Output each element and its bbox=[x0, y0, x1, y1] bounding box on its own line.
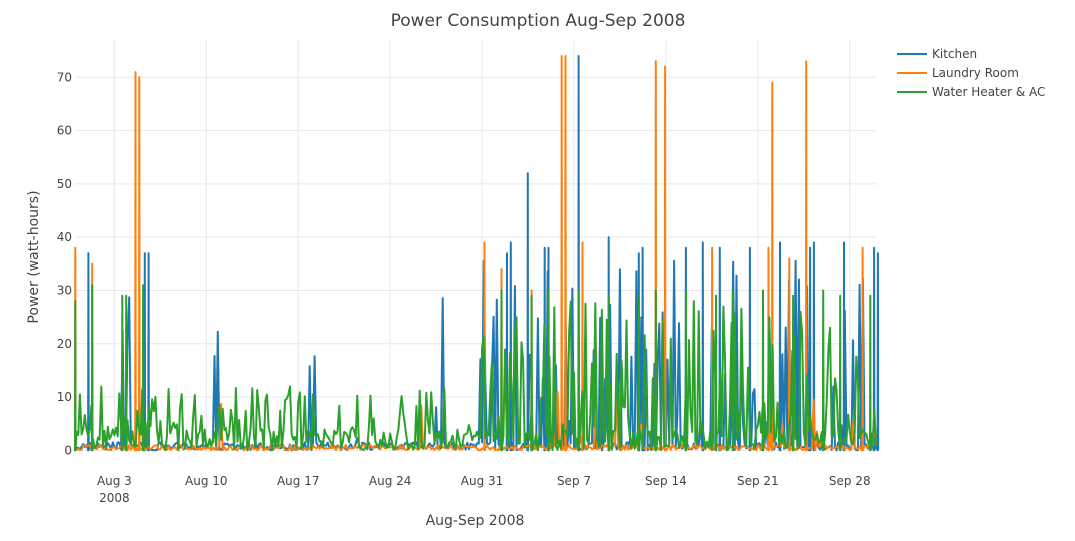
x-tick-label: Sep 7 bbox=[557, 474, 591, 488]
chart-title: Power Consumption Aug-Sep 2008 bbox=[391, 11, 686, 31]
y-tick-label: 70 bbox=[57, 70, 72, 84]
x-tick-label: Aug 10 bbox=[185, 474, 228, 488]
x-tick-label: Sep 14 bbox=[645, 474, 687, 488]
y-axis-title: Power (watt-hours) bbox=[26, 190, 42, 323]
series-water-heater-ac bbox=[74, 284, 877, 452]
x-tick-label: Aug 3 bbox=[97, 474, 132, 488]
x-tick-label: Aug 31 bbox=[461, 474, 504, 488]
y-axis: 0 10 20 30 40 50 60 70 bbox=[57, 70, 72, 457]
series-laundry-room bbox=[74, 55, 877, 452]
legend-label: Kitchen bbox=[932, 47, 977, 61]
plot-area bbox=[74, 55, 880, 452]
x-axis-title: Aug-Sep 2008 bbox=[426, 513, 525, 529]
series-line bbox=[74, 55, 877, 452]
x-tick-label: Aug 17 bbox=[277, 474, 320, 488]
x-tick-label: Sep 28 bbox=[829, 474, 871, 488]
y-tick-label: 50 bbox=[57, 177, 72, 191]
y-tick-label: 20 bbox=[57, 337, 72, 351]
x-tick-label: Aug 24 bbox=[369, 474, 412, 488]
series-line bbox=[74, 284, 877, 452]
y-tick-label: 30 bbox=[57, 283, 72, 297]
x-tick-label: Sep 21 bbox=[737, 474, 779, 488]
y-tick-label: 60 bbox=[57, 124, 72, 138]
legend-label: Water Heater & AC bbox=[932, 85, 1045, 99]
legend-label: Laundry Room bbox=[932, 66, 1019, 80]
y-tick-label: 40 bbox=[57, 230, 72, 244]
y-tick-label: 0 bbox=[64, 443, 72, 457]
y-tick-label: 10 bbox=[57, 390, 72, 404]
x-axis: Aug 3 2008 Aug 10 Aug 17 Aug 24 Aug 31 Sep 7 Se… bbox=[97, 474, 871, 505]
x-tick-sublabel: 2008 bbox=[99, 491, 130, 505]
legend: Kitchen Laundry Room Water Heater & AC bbox=[897, 47, 1045, 99]
